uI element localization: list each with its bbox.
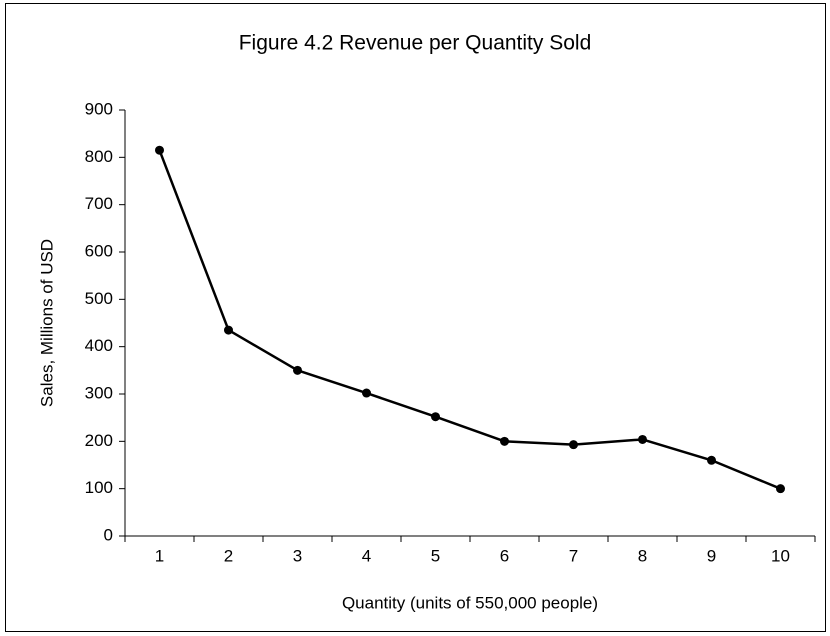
x-tick-label: 4 (362, 546, 371, 565)
data-point (155, 145, 164, 155)
data-point (569, 440, 578, 450)
chart-frame (5, 3, 826, 632)
y-tick-label: 900 (85, 99, 113, 118)
x-tick-label: 3 (293, 546, 302, 565)
x-tick-label: 6 (500, 546, 509, 565)
data-point (638, 434, 647, 444)
data-point (776, 484, 785, 494)
x-tick-label: 5 (431, 546, 440, 565)
y-tick-label: 0 (104, 525, 113, 544)
x-tick-label: 7 (569, 546, 578, 565)
data-point (707, 455, 716, 465)
y-tick-label: 200 (85, 431, 113, 450)
y-tick-label: 700 (85, 194, 113, 213)
y-tick-label: 400 (85, 336, 113, 355)
data-point (362, 388, 371, 398)
x-tick-label: 1 (155, 546, 164, 565)
y-axis-label: Sales, Millions of USD (37, 239, 56, 407)
y-tick-label: 800 (85, 147, 113, 166)
x-tick-label: 2 (224, 546, 233, 565)
x-tick-label: 9 (707, 546, 716, 565)
data-point (293, 365, 302, 375)
x-tick-label: 10 (771, 546, 790, 565)
y-tick-label: 300 (85, 383, 113, 402)
x-tick-label: 8 (638, 546, 647, 565)
data-point (500, 436, 509, 446)
data-point (431, 412, 440, 422)
y-tick-label: 600 (85, 241, 113, 260)
x-axis-label: Quantity (units of 550,000 people) (342, 593, 598, 612)
data-point (224, 325, 233, 335)
series-line (158, 149, 781, 490)
y-tick-label: 100 (85, 478, 113, 497)
chart-title: Figure 4.2 Revenue per Quantity Sold (239, 32, 592, 55)
y-tick-label: 500 (85, 289, 113, 308)
